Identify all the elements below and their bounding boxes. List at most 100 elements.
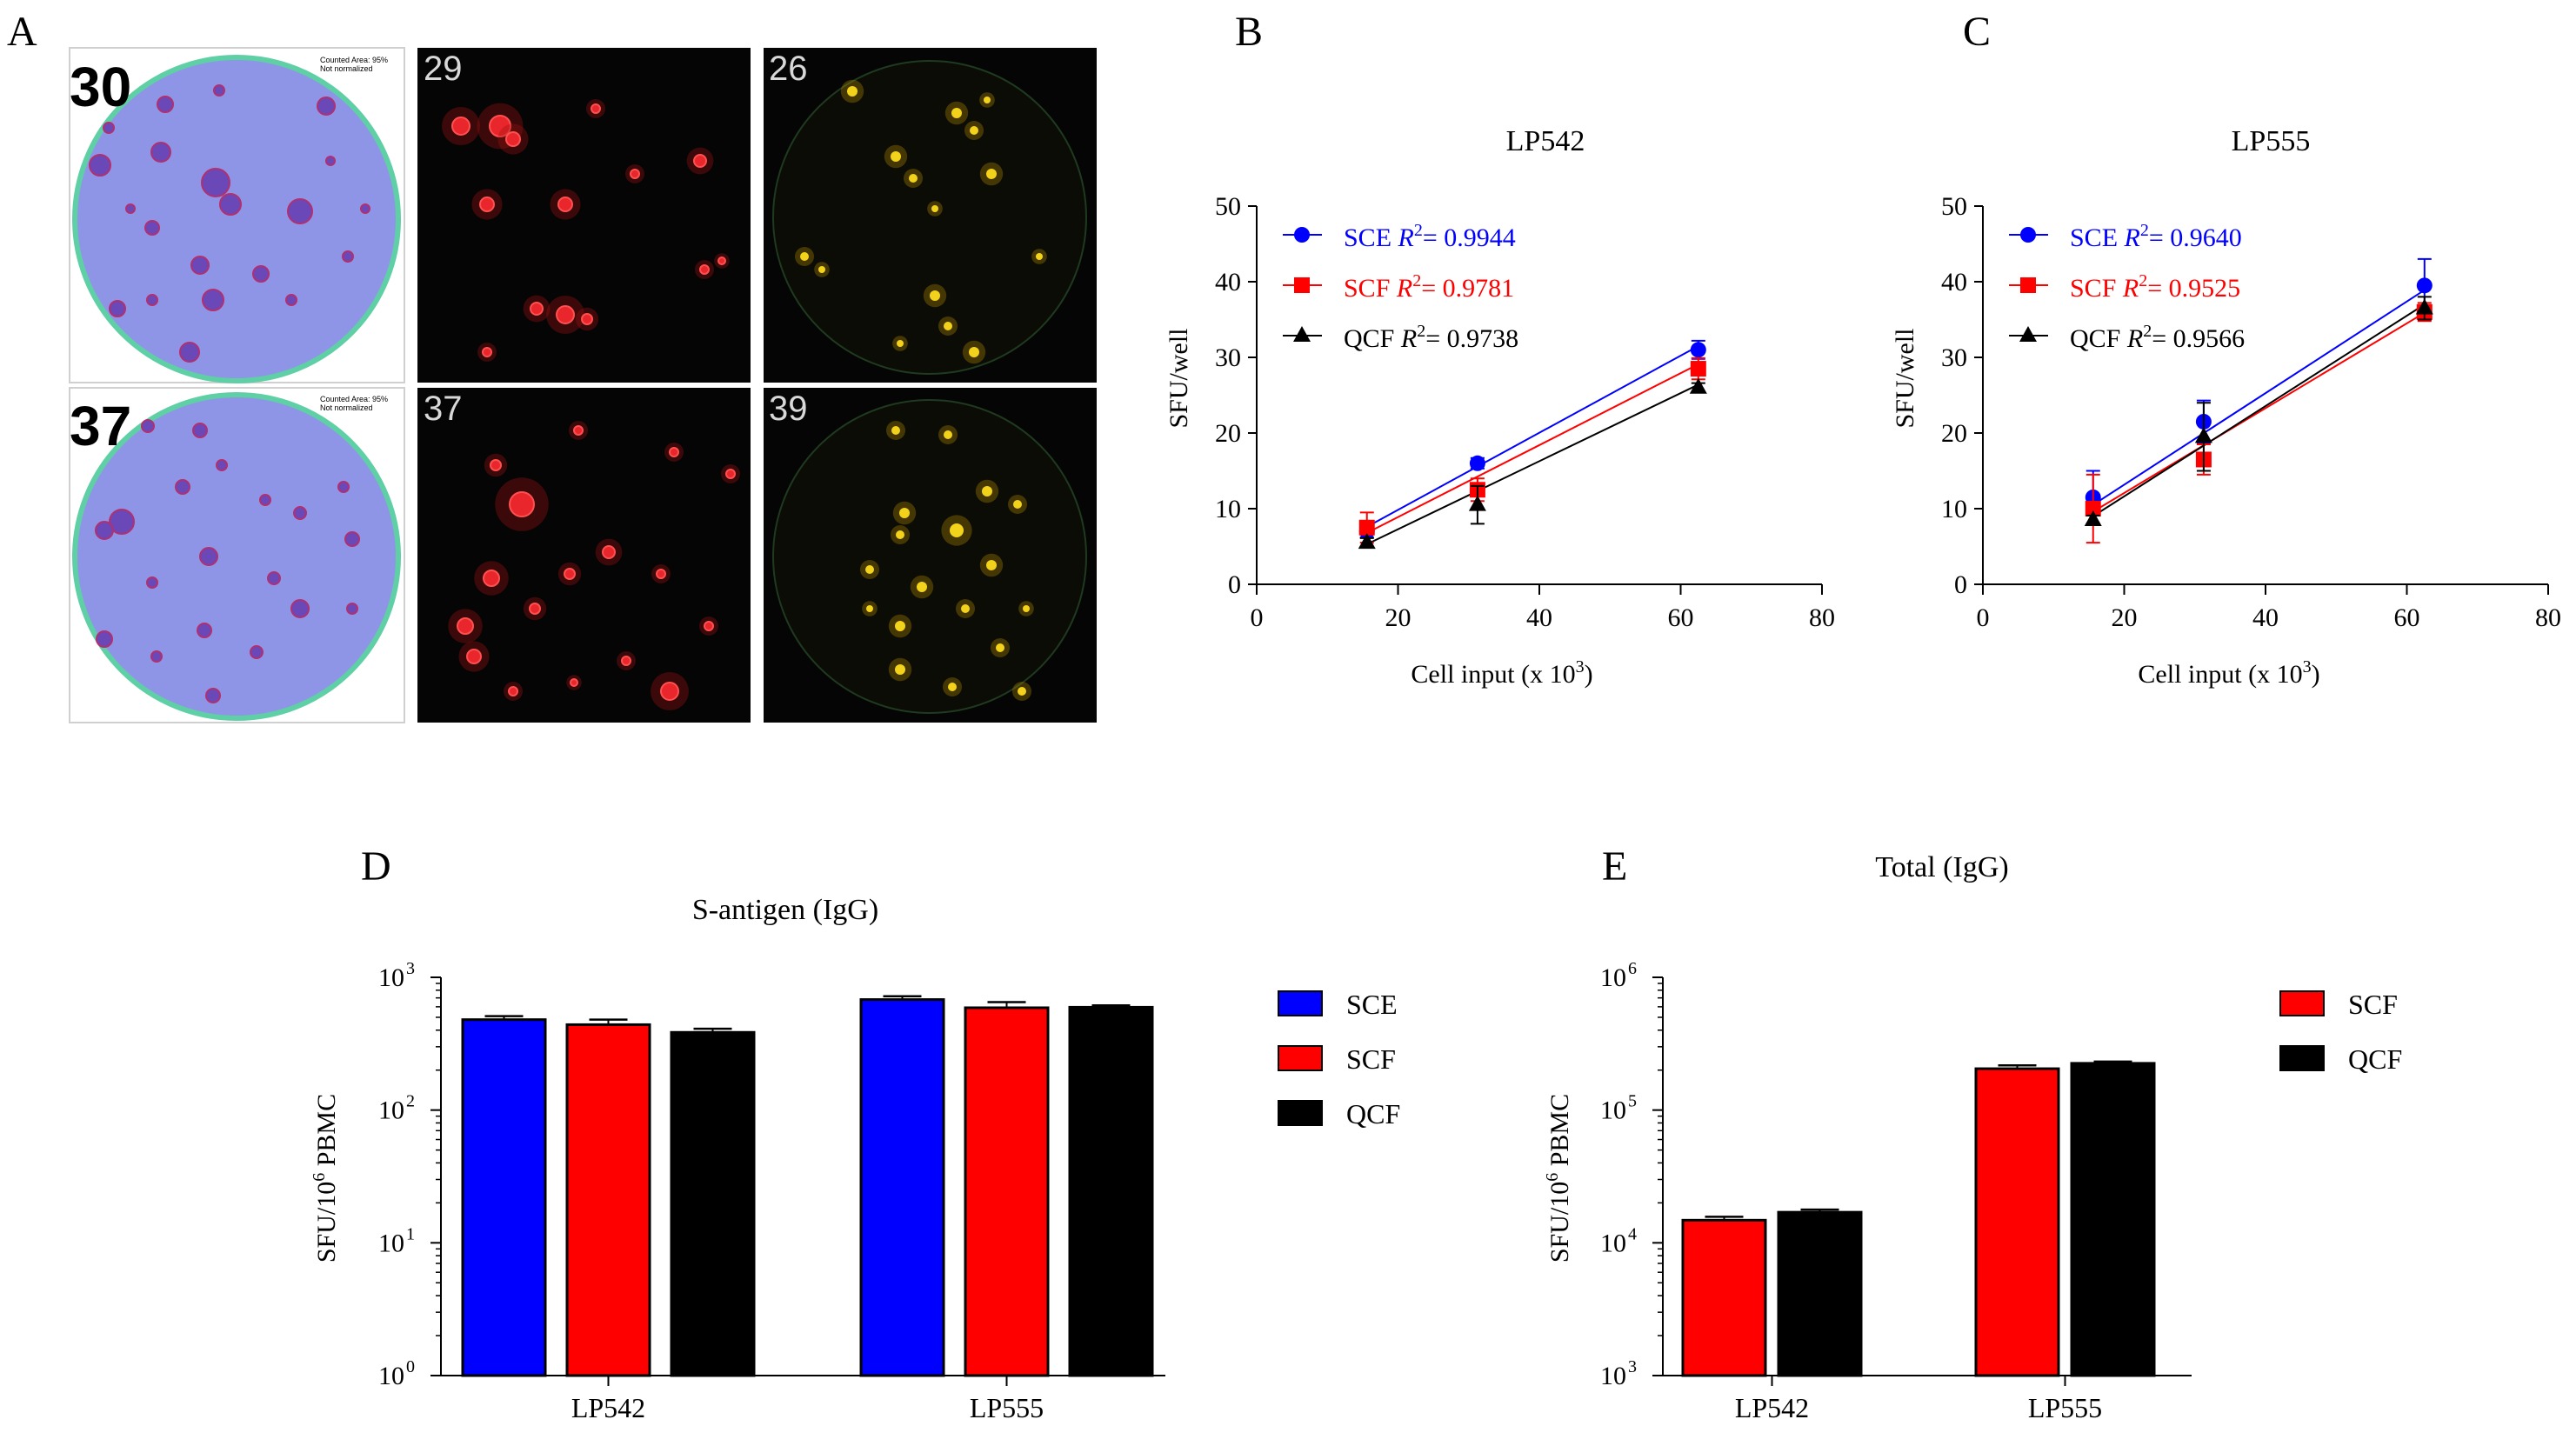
well-plate-image-row2: 37 Counted Area: 95% Not normalized [69,387,405,723]
fit-line-scf [2092,311,2426,513]
legend-swatch-scf [2279,990,2325,1016]
legend-swatch-qcf [1278,1100,1323,1126]
spot [1013,500,1022,509]
spot [950,523,964,537]
spot [508,686,518,696]
spot [150,650,163,663]
panel-c-letter: C [1963,9,1991,55]
spot [866,605,873,612]
legend-label-sce: SCE R2= 0.9640 [2070,221,2242,252]
spot [141,419,155,433]
bar-sce-lp542 [461,1018,547,1377]
panel-e-letter: E [1602,843,1627,890]
spot [109,509,135,535]
legend-swatch-sce [1278,990,1323,1016]
y-tick-label: 40 [1215,268,1241,297]
y-tick-label: 10 [1600,1096,1626,1125]
spot [216,459,228,471]
data-point-scf [1690,361,1706,377]
spot [150,142,171,163]
spot [252,265,270,283]
bar-qcf-lp542 [670,1030,756,1377]
data-point-scf [1358,519,1375,536]
legend-marker-qcf [1293,326,1311,342]
spot [190,256,210,275]
y-tick-label: 10 [378,963,404,992]
x-tick-label: 60 [1668,603,1694,632]
spot [466,649,482,664]
y-axis-label: SFU/106 PBMC [310,1094,341,1263]
spot [591,103,601,114]
y-tick-exponent: 6 [1628,959,1637,978]
spot [982,486,992,496]
bar-qcf-lp555 [1068,1005,1154,1377]
yellow-count: 39 [769,390,808,428]
plate-note: Not normalized [320,403,373,412]
legend-label-scf: SCF [1346,1043,1396,1075]
spot [1036,253,1043,260]
spot [451,117,470,136]
x-tick-label: LP555 [970,1392,1044,1423]
spot [1018,687,1026,696]
x-tick-label: 60 [2394,603,2420,632]
legend-label-sce: SCE [1346,989,1398,1020]
bar-qcf-lp555 [2070,1062,2156,1377]
bar-scf-lp555 [1974,1067,2060,1377]
spot [157,96,174,113]
spot [951,108,962,118]
legend-label-qcf: QCF R2= 0.9738 [1344,322,1518,353]
spot [317,97,336,116]
spot [201,168,230,197]
legend-label-sce: SCE R2= 0.9944 [1344,221,1516,252]
spot [530,302,544,316]
spot [847,86,858,97]
spot [144,220,160,236]
y-tick-exponent: 4 [1628,1224,1637,1243]
spot [346,603,358,615]
fit-line-qcf [2092,303,2426,517]
spot [996,643,1004,652]
y-tick-label: 10 [378,1096,404,1125]
spot [899,508,910,518]
bar-scf-lp555 [964,1006,1050,1377]
legend-label-scf: SCF R2= 0.9781 [1344,271,1514,303]
data-point-sce [1469,455,1485,471]
plate-note: Counted Area: 95% [320,395,388,403]
spot [342,250,354,263]
x-tick-label: LP542 [1735,1392,1809,1423]
spot [725,469,736,479]
spot [556,305,575,324]
x-tick-label: 80 [2535,603,2561,632]
data-point-qcf [1468,495,1486,511]
x-tick-label: LP555 [2028,1392,2102,1423]
spot [909,174,918,183]
spot [205,688,221,703]
spot [202,289,224,311]
bar-scf-lp542 [1681,1218,1767,1377]
spot [669,447,679,457]
data-point-sce [2416,277,2433,294]
spot [89,154,111,177]
spot [267,571,281,585]
x-axis-label: Cell input (x 103) [2138,657,2319,689]
fit-line-sce [2092,289,2426,506]
fluorospot-yellow-image-row2: 39 [764,388,1097,723]
spot [325,156,336,166]
spot [944,322,952,330]
y-tick-label: 10 [1600,1229,1626,1257]
spot [293,506,307,520]
legend-label-qcf: QCF [1346,1098,1400,1129]
spot [970,126,978,135]
fit-line-qcf [1366,383,1699,545]
y-tick-label: 50 [1215,192,1241,221]
fluorospot-red-image-row1: 29 [417,48,751,383]
spot [109,300,126,317]
legend-label-scf: SCF [2348,989,2398,1020]
spot [969,347,979,357]
spot [699,264,710,275]
bar-sce-lp555 [859,998,945,1377]
data-point-qcf [2194,427,2212,443]
legend-marker-qcf [2019,326,2037,342]
spot [344,531,360,547]
spot [529,603,541,615]
